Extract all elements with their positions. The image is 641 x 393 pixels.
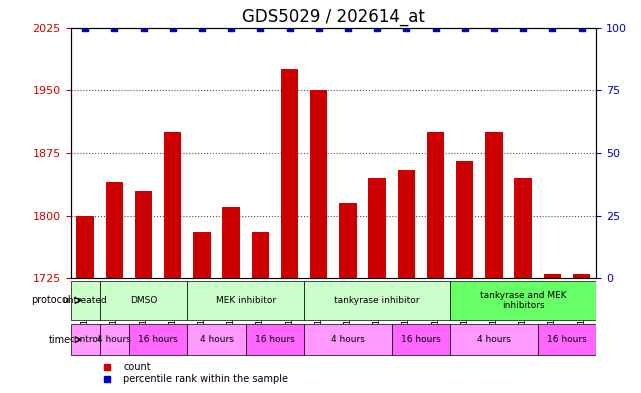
Point bbox=[167, 24, 178, 31]
Bar bbox=[456, 162, 474, 279]
Text: 4 hours: 4 hours bbox=[199, 335, 233, 344]
Bar bbox=[514, 178, 532, 279]
Bar bbox=[339, 203, 356, 279]
Point bbox=[109, 24, 119, 31]
Text: tankyrase and MEK
inhibitors: tankyrase and MEK inhibitors bbox=[480, 291, 567, 310]
Point bbox=[285, 24, 295, 31]
Text: 16 hours: 16 hours bbox=[255, 335, 295, 344]
FancyBboxPatch shape bbox=[100, 324, 129, 355]
FancyBboxPatch shape bbox=[100, 281, 187, 320]
FancyBboxPatch shape bbox=[187, 324, 246, 355]
Point bbox=[197, 24, 207, 31]
Text: tankyrase inhibitor: tankyrase inhibitor bbox=[335, 296, 420, 305]
Text: control: control bbox=[69, 335, 101, 344]
FancyBboxPatch shape bbox=[392, 324, 450, 355]
Text: protocol: protocol bbox=[31, 296, 71, 305]
FancyBboxPatch shape bbox=[246, 324, 304, 355]
Text: MEK inhibitor: MEK inhibitor bbox=[215, 296, 276, 305]
Title: GDS5029 / 202614_at: GDS5029 / 202614_at bbox=[242, 8, 425, 26]
Text: 16 hours: 16 hours bbox=[401, 335, 441, 344]
Text: count: count bbox=[123, 362, 151, 372]
Text: time: time bbox=[48, 335, 71, 345]
Point bbox=[372, 24, 382, 31]
Text: 16 hours: 16 hours bbox=[138, 335, 178, 344]
FancyBboxPatch shape bbox=[71, 324, 100, 355]
Bar bbox=[135, 191, 153, 279]
FancyBboxPatch shape bbox=[304, 324, 392, 355]
Text: percentile rank within the sample: percentile rank within the sample bbox=[123, 375, 288, 384]
Bar bbox=[369, 178, 386, 279]
Bar bbox=[251, 233, 269, 279]
Point bbox=[343, 24, 353, 31]
FancyBboxPatch shape bbox=[450, 281, 596, 320]
Bar bbox=[310, 90, 328, 279]
Bar bbox=[222, 208, 240, 279]
Bar bbox=[573, 274, 590, 279]
FancyBboxPatch shape bbox=[304, 281, 450, 320]
Point bbox=[226, 24, 237, 31]
Bar bbox=[397, 170, 415, 279]
Point bbox=[430, 24, 440, 31]
Point bbox=[401, 24, 412, 31]
Bar bbox=[164, 132, 181, 279]
Bar bbox=[485, 132, 503, 279]
Bar bbox=[427, 132, 444, 279]
FancyBboxPatch shape bbox=[129, 324, 187, 355]
Point bbox=[518, 24, 528, 31]
Point bbox=[313, 24, 324, 31]
Point bbox=[576, 24, 587, 31]
Text: DMSO: DMSO bbox=[130, 296, 157, 305]
FancyBboxPatch shape bbox=[538, 324, 596, 355]
Point bbox=[80, 24, 90, 31]
FancyBboxPatch shape bbox=[187, 281, 304, 320]
Point bbox=[489, 24, 499, 31]
Bar bbox=[544, 274, 561, 279]
Bar bbox=[76, 216, 94, 279]
Point bbox=[255, 24, 265, 31]
Point bbox=[547, 24, 558, 31]
FancyBboxPatch shape bbox=[71, 281, 100, 320]
Point bbox=[138, 24, 149, 31]
FancyBboxPatch shape bbox=[450, 324, 538, 355]
Point bbox=[460, 24, 470, 31]
Bar bbox=[106, 182, 123, 279]
Text: untreated: untreated bbox=[63, 296, 108, 305]
Bar bbox=[193, 233, 211, 279]
Text: 4 hours: 4 hours bbox=[331, 335, 365, 344]
Bar bbox=[281, 69, 298, 279]
Text: 4 hours: 4 hours bbox=[477, 335, 511, 344]
Text: 16 hours: 16 hours bbox=[547, 335, 587, 344]
Text: 4 hours: 4 hours bbox=[97, 335, 131, 344]
